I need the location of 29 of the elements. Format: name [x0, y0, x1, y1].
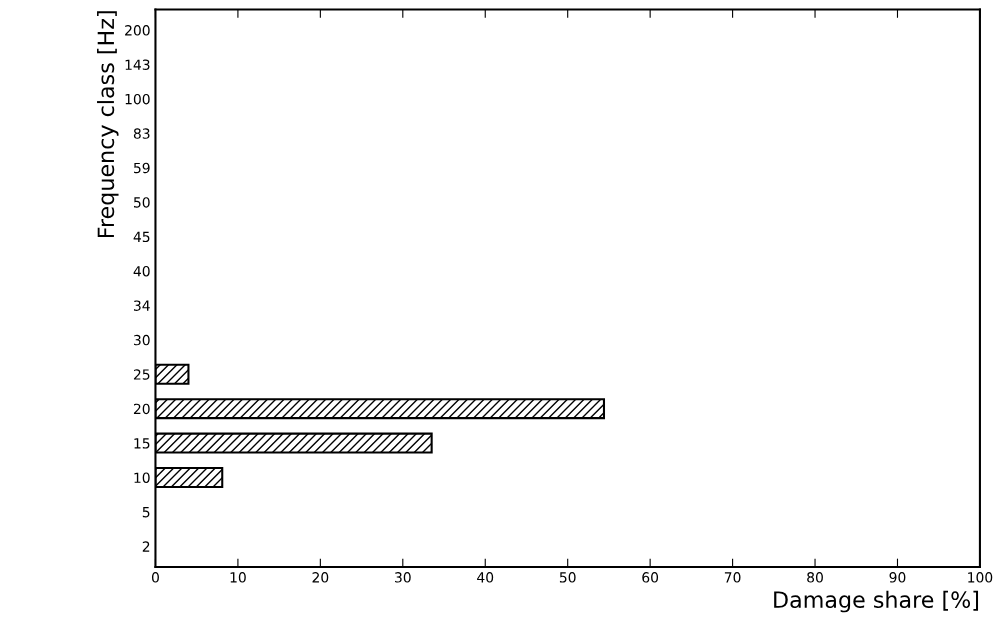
- x-tick-label: 0: [151, 572, 159, 583]
- y-tick-label: 50: [134, 197, 150, 208]
- y-tick-label: 200: [125, 25, 150, 36]
- y-tick-label: 45: [133, 231, 150, 243]
- x-axis-title: Damage share [%]: [774, 590, 979, 613]
- x-tick-label: 100: [968, 572, 993, 583]
- x-tick-label: 30: [395, 572, 411, 583]
- x-tick-label: 70: [724, 572, 741, 583]
- y-tick-label: 5: [142, 507, 150, 518]
- y-tick-label: 30: [133, 334, 150, 346]
- y-tick-label: 2: [142, 541, 150, 552]
- x-tick-label: 20: [312, 572, 329, 583]
- y-tick-label: 20: [133, 403, 150, 415]
- x-tick-label: 10: [230, 572, 246, 583]
- x-tick-label: 60: [642, 572, 659, 583]
- y-tick-label: 100: [125, 93, 150, 105]
- y-tick-label: 10: [134, 472, 150, 483]
- y-tick-label: 34: [133, 300, 150, 311]
- y-axis-title: Frequency class [Hz]: [97, 11, 119, 238]
- y-tick-label: 83: [133, 128, 150, 139]
- y-tick-label: 143: [125, 59, 150, 70]
- y-tick-label: 25: [133, 369, 150, 380]
- x-tick-label: 40: [477, 572, 494, 583]
- x-tick-label: 50: [559, 572, 576, 583]
- x-tick-label: 90: [889, 572, 906, 583]
- y-tick-label: 59: [134, 162, 150, 174]
- y-tick-label: 40: [133, 265, 150, 277]
- y-tick-label: 15: [134, 438, 150, 449]
- x-tick-label: 80: [807, 572, 823, 583]
